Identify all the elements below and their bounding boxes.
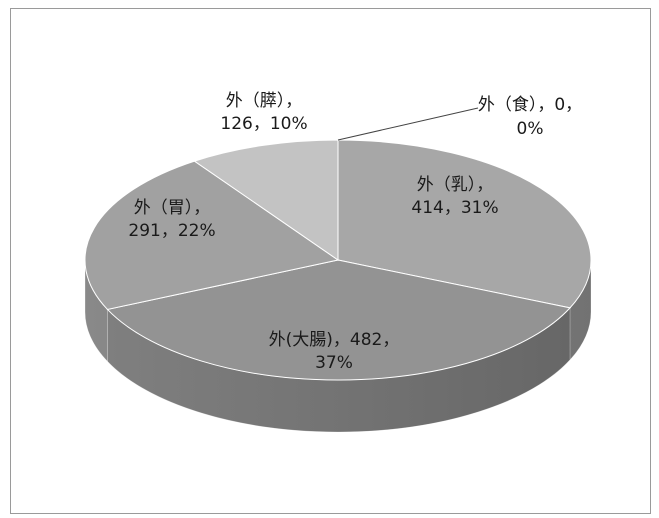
slice-label-sui-line2: 126，10% [220,114,307,134]
pie-side-shading [85,260,591,432]
slice-label-nyu-line2: 414，31% [411,198,498,218]
pie-slice-daicho [106,259,571,381]
slice-label-i-line1: 外（胃）， [134,198,211,218]
slice-label-shoku-line1: 外（食），0， [478,95,582,115]
pie-slice-sui [193,139,339,261]
pie-slice-nyu [337,139,592,309]
slice-label-nyu-line1: 外（乳）， [417,175,494,195]
slice-label-daicho-line1: 外(大腸)，482， [269,330,400,350]
leader-line-shoku [337,107,479,141]
slice-label-i-line2: 291，22% [128,221,215,241]
slice-label-shoku-line2: 0% [517,119,544,139]
slice-label-daicho-line2: 37% [315,353,353,373]
slice-label-sui-line1: 外（膵）， [226,91,303,111]
pie-slice-i [84,160,340,310]
